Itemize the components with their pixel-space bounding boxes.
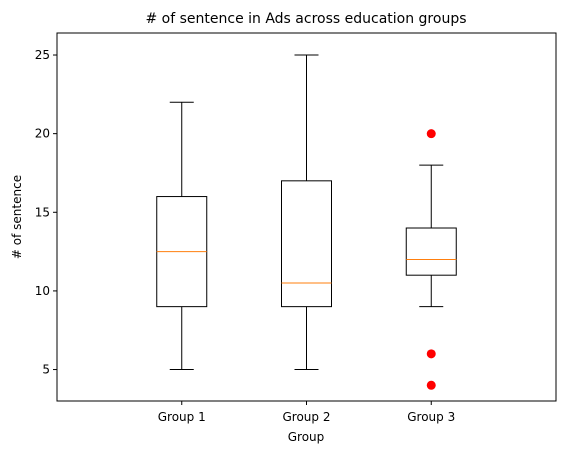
x-axis: Group 1 Group 2 Group 3 (158, 401, 455, 424)
box-group (282, 55, 332, 370)
x-tick-label: Group 3 (407, 410, 455, 424)
x-tick-label: Group 1 (158, 410, 206, 424)
y-tick-label: 25 (35, 48, 50, 62)
y-tick-label: 10 (35, 284, 50, 298)
outlier-point (427, 129, 436, 138)
x-axis-label: Group (288, 430, 325, 444)
outlier-point (427, 381, 436, 390)
outlier-point (427, 349, 436, 358)
y-axis-label: # of sentence (10, 175, 24, 259)
x-tick-label: Group 2 (283, 410, 331, 424)
y-tick-label: 5 (42, 363, 50, 377)
box-series (157, 55, 457, 390)
chart-title: # of sentence in Ads across education gr… (145, 11, 466, 27)
box-iqr (406, 228, 456, 275)
y-tick-label: 20 (35, 127, 50, 141)
box-iqr (282, 181, 332, 307)
box-group (157, 102, 207, 369)
y-axis: 5 10 15 20 25 (35, 48, 57, 377)
box-group (406, 129, 456, 390)
y-tick-label: 15 (35, 205, 50, 219)
